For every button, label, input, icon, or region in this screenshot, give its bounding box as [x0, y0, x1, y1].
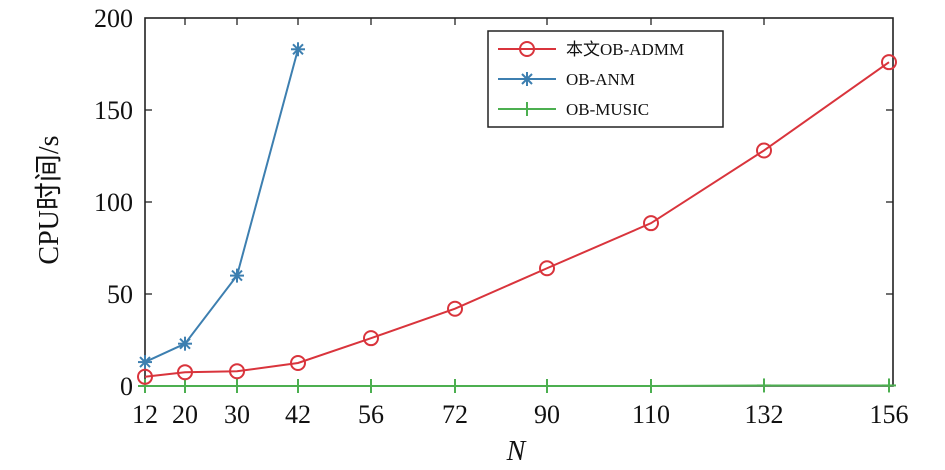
y-tick-label: 50 — [107, 280, 133, 309]
data-point — [757, 378, 771, 393]
x-tick-label: 110 — [632, 400, 670, 429]
data-point — [137, 368, 153, 385]
y-tick-label: 100 — [94, 188, 133, 217]
x-tick-label: 56 — [358, 400, 384, 429]
data-point — [177, 364, 193, 381]
series-1 — [137, 54, 897, 385]
series-line — [144, 61, 890, 378]
x-tick-label: 132 — [745, 400, 784, 429]
x-tick-label: 30 — [224, 400, 250, 429]
data-point — [881, 54, 897, 71]
legend-entry: OB-MUSIC — [498, 100, 649, 119]
legend-label: 本文OB-ADMM — [566, 40, 684, 59]
data-point — [756, 142, 772, 159]
legend-label: OB-MUSIC — [566, 100, 649, 119]
x-tick-label: 72 — [442, 400, 468, 429]
legend-label: OB-ANM — [566, 70, 635, 89]
data-point — [291, 379, 305, 393]
legend-entry: OB-ANM — [498, 70, 635, 89]
series-layer — [137, 42, 897, 393]
legend-marker — [520, 102, 534, 116]
data-point — [178, 379, 192, 393]
y-axis-ticks: 0 50 100 150 200 — [94, 4, 893, 401]
data-point — [138, 379, 152, 393]
data-point — [230, 268, 244, 283]
data-point — [291, 42, 305, 57]
data-point — [447, 300, 463, 317]
series-line — [144, 49, 299, 363]
data-point — [643, 215, 659, 232]
x-tick-label: 42 — [285, 400, 311, 429]
y-tick-label: 200 — [94, 4, 133, 33]
data-point — [539, 260, 555, 277]
x-tick-label: 12 — [132, 400, 158, 429]
series-2 — [138, 42, 305, 370]
data-point — [229, 363, 245, 380]
data-point — [138, 355, 152, 370]
x-axis-ticks: 12 20 30 42 56 72 90 110 132 156 — [132, 18, 909, 429]
y-tick-label: 0 — [120, 372, 133, 401]
y-axis-label: CPU时间/s — [33, 135, 65, 264]
x-tick-label: 156 — [870, 400, 909, 429]
y-tick-label: 150 — [94, 96, 133, 125]
x-axis-label: N — [506, 436, 527, 467]
data-point — [230, 379, 244, 393]
data-point — [364, 379, 378, 393]
series-line — [145, 384, 889, 387]
data-point — [448, 379, 462, 393]
legend-marker — [519, 41, 535, 57]
legend-entry: 本文OB-ADMM — [498, 40, 684, 59]
data-point — [178, 336, 192, 351]
data-point — [540, 379, 554, 393]
x-tick-label: 90 — [534, 400, 560, 429]
data-point — [882, 378, 896, 393]
x-tick-label: 20 — [172, 400, 198, 429]
data-point — [644, 379, 658, 393]
series-3 — [138, 378, 896, 393]
legend-marker — [520, 72, 534, 86]
data-point — [363, 330, 379, 347]
legend: 本文OB-ADMM OB-ANM OB-MUSIC — [487, 30, 724, 128]
data-point — [290, 355, 306, 371]
